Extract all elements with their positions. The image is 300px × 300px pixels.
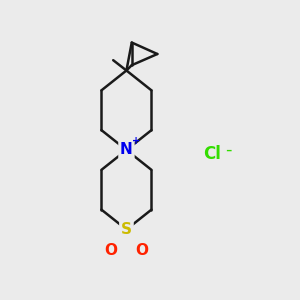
Text: S: S [121, 222, 132, 237]
Text: Cl: Cl [203, 146, 221, 164]
Text: O: O [135, 243, 148, 258]
Text: O: O [105, 243, 118, 258]
Text: -: - [225, 141, 232, 159]
Text: +: + [132, 136, 140, 146]
Text: N: N [120, 142, 133, 158]
